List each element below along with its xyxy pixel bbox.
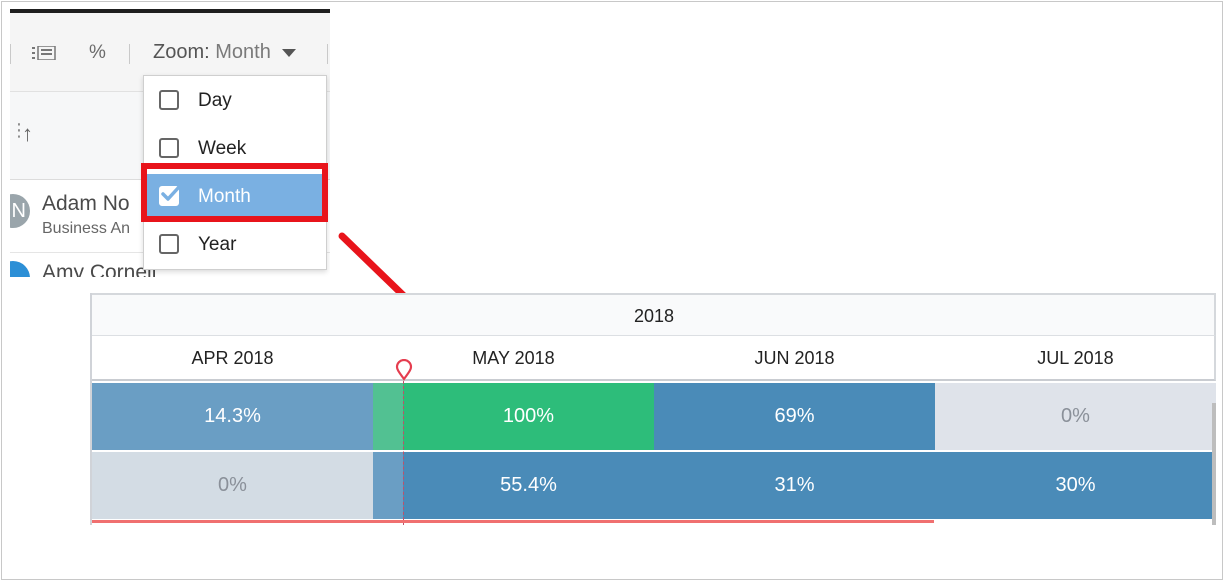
checkbox-unchecked-icon[interactable] [159, 234, 179, 254]
month-label: MAY 2018 [472, 348, 555, 368]
gantt-timeline: 2018 APR 2018 MAY 2018 JUN 2018 JUL 2018… [90, 293, 1216, 525]
overallocation-bar [92, 520, 934, 523]
today-marker-line [403, 381, 404, 525]
checkbox-unchecked-icon[interactable] [159, 138, 179, 158]
month-label: JUN 2018 [754, 348, 835, 368]
zoom-option-year[interactable]: Year [146, 222, 324, 266]
toolbar-separator [327, 44, 328, 64]
timeline-cell[interactable]: 31% [654, 452, 935, 519]
app-panel: % Zoom: Month ⋮ ↑ N Adam No Business An … [10, 9, 330, 277]
app-top-bar [10, 9, 330, 13]
sort-arrow-up-icon[interactable]: ↑ [22, 121, 33, 146]
timeline-cell[interactable]: 100% [403, 383, 654, 450]
caret-down-icon [282, 48, 297, 57]
month-label: JUL 2018 [1037, 348, 1114, 368]
zoom-option-week[interactable]: Week [146, 126, 324, 170]
list-view-icon[interactable] [32, 45, 56, 65]
percent-button[interactable]: % [89, 42, 106, 63]
menu-item-label: Month [198, 186, 251, 207]
timeline-cell[interactable]: 0% [935, 383, 1216, 450]
month-label: APR 2018 [191, 348, 274, 368]
menu-item-label: Week [198, 138, 247, 159]
checkbox-unchecked-icon[interactable] [159, 90, 179, 110]
menu-item-label: Year [198, 234, 237, 255]
annotation-highlight-box [141, 163, 328, 222]
checkbox-checked-icon[interactable] [159, 185, 181, 206]
timeline-month-header: APR 2018 MAY 2018 JUN 2018 JUL 2018 [92, 336, 1216, 381]
timeline-cell[interactable]: 30% [935, 452, 1216, 519]
timeline-year-header: 2018 [92, 293, 1216, 336]
avatar: N [10, 194, 30, 228]
timeline-cell-segment [373, 452, 403, 519]
zoom-value: Month [215, 41, 271, 63]
zoom-option-day[interactable]: Day [146, 78, 324, 122]
resource-name: Amy Corneil [42, 261, 157, 277]
zoom-dropdown[interactable]: Zoom: Month [153, 41, 297, 64]
timeline-cell[interactable]: 14.3% [92, 383, 373, 450]
timeline-cell[interactable]: 0% [92, 452, 373, 519]
more-vertical-icon[interactable]: ⋮ [10, 120, 28, 140]
timeline-cell[interactable]: 55.4% [403, 452, 654, 519]
timeline-cell-segment [373, 383, 403, 450]
year-label: 2018 [633, 306, 675, 326]
resource-role: Business An [42, 220, 131, 237]
timeline-cell[interactable]: 69% [654, 383, 935, 450]
vertical-scrollbar[interactable] [1212, 403, 1216, 525]
avatar [10, 261, 30, 277]
menu-item-label: Day [198, 90, 232, 111]
zoom-option-month[interactable]: Month [146, 174, 324, 218]
zoom-menu: Day Week Month Year [143, 75, 327, 270]
toolbar-separator [10, 44, 11, 64]
resource-name: Adam No [42, 192, 130, 215]
zoom-label: Zoom: [153, 41, 210, 63]
today-marker-icon[interactable] [395, 359, 413, 381]
toolbar-separator [129, 44, 130, 64]
